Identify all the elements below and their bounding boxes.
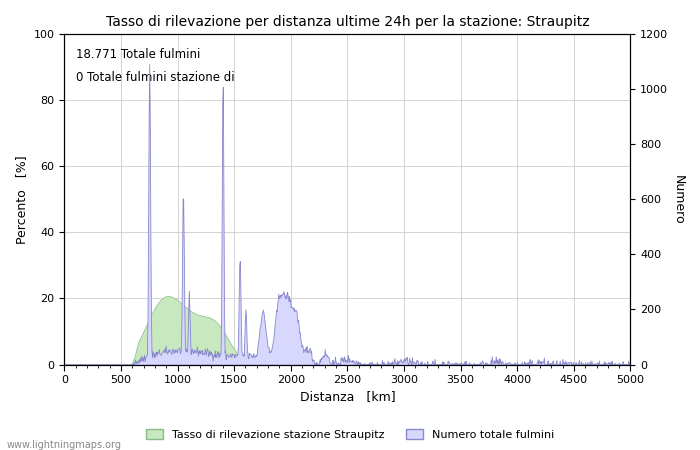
Y-axis label: Percento   [%]: Percento [%] (15, 155, 28, 244)
Text: www.lightningmaps.org: www.lightningmaps.org (7, 440, 122, 450)
X-axis label: Distanza   [km]: Distanza [km] (300, 391, 395, 404)
Title: Tasso di rilevazione per distanza ultime 24h per la stazione: Straupitz: Tasso di rilevazione per distanza ultime… (106, 15, 589, 29)
Text: 0 Totale fulmini stazione di: 0 Totale fulmini stazione di (76, 71, 235, 84)
Text: 18.771 Totale fulmini: 18.771 Totale fulmini (76, 48, 200, 61)
Y-axis label: Numero: Numero (672, 175, 685, 224)
Legend: Tasso di rilevazione stazione Straupitz, Numero totale fulmini: Tasso di rilevazione stazione Straupitz,… (141, 425, 559, 445)
